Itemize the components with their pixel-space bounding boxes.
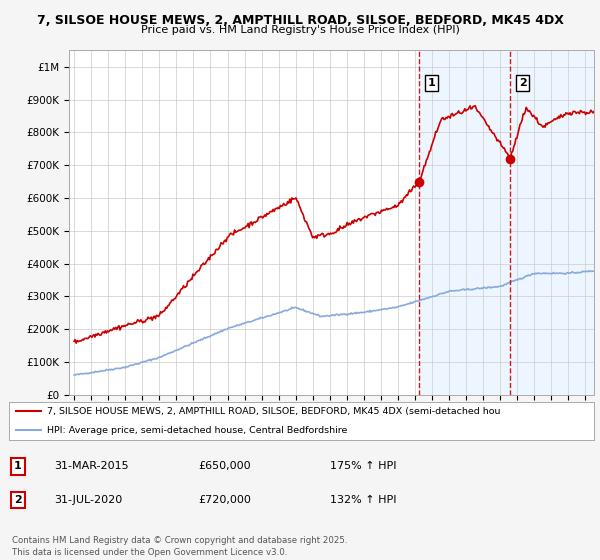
- Text: Contains HM Land Registry data © Crown copyright and database right 2025.
This d: Contains HM Land Registry data © Crown c…: [12, 536, 347, 557]
- Text: HPI: Average price, semi-detached house, Central Bedfordshire: HPI: Average price, semi-detached house,…: [47, 426, 347, 435]
- Text: 31-MAR-2015: 31-MAR-2015: [54, 461, 128, 472]
- Text: 175% ↑ HPI: 175% ↑ HPI: [330, 461, 397, 472]
- Text: 2: 2: [518, 78, 526, 88]
- Text: 7, SILSOE HOUSE MEWS, 2, AMPTHILL ROAD, SILSOE, BEDFORD, MK45 4DX: 7, SILSOE HOUSE MEWS, 2, AMPTHILL ROAD, …: [37, 14, 563, 27]
- Text: £720,000: £720,000: [198, 495, 251, 505]
- Text: Price paid vs. HM Land Registry's House Price Index (HPI): Price paid vs. HM Land Registry's House …: [140, 25, 460, 35]
- Text: 2: 2: [14, 495, 22, 505]
- Bar: [419, 50, 594, 395]
- Text: 1: 1: [428, 78, 436, 88]
- Text: 132% ↑ HPI: 132% ↑ HPI: [330, 495, 397, 505]
- Text: 7, SILSOE HOUSE MEWS, 2, AMPTHILL ROAD, SILSOE, BEDFORD, MK45 4DX (semi-detached: 7, SILSOE HOUSE MEWS, 2, AMPTHILL ROAD, …: [47, 407, 500, 416]
- Text: £650,000: £650,000: [198, 461, 251, 472]
- Text: 31-JUL-2020: 31-JUL-2020: [54, 495, 122, 505]
- Text: 1: 1: [14, 461, 22, 472]
